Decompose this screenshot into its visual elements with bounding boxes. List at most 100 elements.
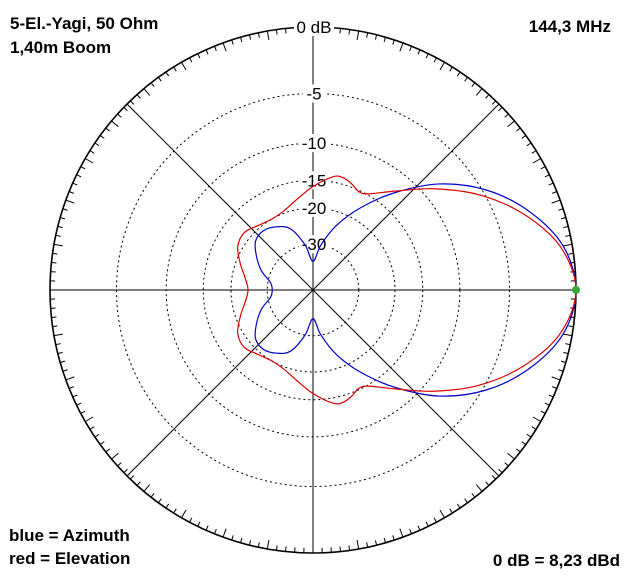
degree-tick bbox=[417, 525, 421, 531]
chart-title: 5-El.-Yagi, 50 Ohm bbox=[10, 14, 159, 33]
ring-label-bg bbox=[294, 18, 334, 36]
degree-tick bbox=[339, 28, 341, 34]
degree-tick bbox=[374, 34, 378, 40]
degree-tick bbox=[383, 37, 386, 43]
degree-tick bbox=[123, 106, 128, 112]
degree-tick bbox=[439, 509, 445, 519]
degree-tick bbox=[526, 433, 532, 438]
degree-tick bbox=[205, 525, 209, 531]
degree-tick bbox=[275, 29, 278, 35]
degree-tick bbox=[569, 262, 575, 264]
ring-label-bg bbox=[298, 199, 330, 217]
degree-tick bbox=[189, 517, 193, 523]
degree-tick bbox=[65, 376, 75, 381]
degree-tick bbox=[409, 529, 412, 535]
degree-tick bbox=[526, 142, 532, 147]
degree-tick bbox=[248, 34, 252, 40]
degree-tick bbox=[57, 225, 63, 229]
degree-tick bbox=[197, 53, 201, 59]
degree-tick bbox=[222, 42, 227, 52]
degree-tick bbox=[52, 252, 58, 255]
frequency-label: 144,3 MHz bbox=[528, 17, 611, 36]
degree-tick bbox=[197, 521, 201, 527]
degree-tick bbox=[563, 243, 573, 247]
degree-tick bbox=[111, 120, 119, 128]
degree-tick bbox=[285, 546, 287, 552]
degree-tick bbox=[456, 503, 461, 509]
legend-azimuth: blue = Azimuth bbox=[9, 526, 130, 545]
degree-tick bbox=[449, 66, 453, 72]
degree-tick bbox=[99, 135, 105, 139]
degree-tick bbox=[392, 535, 395, 541]
degree-tick bbox=[569, 316, 575, 318]
degree-tick bbox=[356, 30, 360, 40]
degree-tick bbox=[65, 199, 75, 204]
degree-tick bbox=[464, 76, 468, 82]
degree-tick bbox=[214, 529, 217, 535]
degree-tick bbox=[504, 462, 509, 467]
degree-tick bbox=[507, 452, 515, 460]
degree-tick bbox=[471, 493, 476, 498]
degree-tick bbox=[544, 402, 550, 406]
degree-tick bbox=[72, 182, 78, 186]
degree-tick bbox=[516, 127, 521, 132]
degree-tick bbox=[55, 343, 61, 346]
ring-label: -15 bbox=[302, 171, 327, 190]
degree-tick bbox=[257, 542, 260, 548]
degree-tick bbox=[94, 433, 100, 438]
degree-tick bbox=[433, 57, 437, 63]
degree-tick bbox=[173, 508, 177, 514]
degree-tick bbox=[552, 191, 558, 194]
degree-tick bbox=[425, 53, 429, 59]
degree-tick bbox=[548, 182, 554, 186]
degree-tick bbox=[143, 484, 151, 492]
degree-tick bbox=[129, 100, 135, 105]
degree-tick bbox=[498, 468, 503, 474]
degree-tick bbox=[158, 76, 162, 82]
degree-tick bbox=[51, 262, 57, 264]
degree-tick bbox=[62, 208, 68, 211]
degree-tick bbox=[94, 142, 100, 147]
degree-tick bbox=[366, 32, 369, 38]
degree-tick bbox=[117, 113, 122, 118]
degree-tick bbox=[544, 174, 550, 178]
degree-tick bbox=[173, 66, 177, 72]
degree-tick bbox=[231, 39, 234, 45]
degree-tick bbox=[374, 540, 378, 546]
degree-tick bbox=[449, 508, 453, 514]
degree-tick bbox=[214, 45, 217, 51]
pattern-curves bbox=[236, 175, 580, 405]
ring-labels: 0 dB-5-10-15-20-30 bbox=[294, 18, 334, 254]
ring-label: -20 bbox=[302, 199, 327, 218]
degree-tick bbox=[551, 199, 561, 204]
degree-tick bbox=[158, 498, 162, 504]
degree-tick bbox=[348, 29, 351, 35]
degree-tick bbox=[129, 475, 135, 480]
reference-label: 0 dB = 8,23 dBd bbox=[492, 551, 620, 570]
degree-tick bbox=[507, 120, 515, 128]
ring-label-bg bbox=[298, 171, 330, 190]
ring-label: -5 bbox=[306, 85, 321, 104]
chart-subtitle: 1,40m Boom bbox=[10, 38, 112, 57]
degree-tick bbox=[399, 528, 404, 538]
degree-tick bbox=[84, 158, 94, 164]
degree-tick bbox=[560, 360, 566, 363]
degree-tick bbox=[475, 484, 483, 492]
degree-tick bbox=[471, 82, 476, 87]
degree-tick bbox=[475, 88, 483, 96]
degree-tick bbox=[165, 503, 170, 509]
degree-tick bbox=[339, 546, 341, 552]
degree-tick bbox=[540, 410, 546, 414]
degree-tick bbox=[60, 217, 66, 220]
azimuth-curve bbox=[254, 183, 577, 397]
degree-tick bbox=[99, 441, 105, 445]
degree-tick bbox=[491, 100, 497, 105]
spoke-135 bbox=[126, 103, 500, 477]
degree-tick bbox=[57, 351, 63, 355]
degree-tick bbox=[51, 316, 57, 318]
degree-tick bbox=[548, 394, 554, 398]
legend-elevation: red = Elevation bbox=[9, 549, 131, 568]
degree-tick bbox=[53, 243, 63, 247]
degree-tick bbox=[52, 325, 58, 328]
degree-tick bbox=[565, 234, 571, 237]
